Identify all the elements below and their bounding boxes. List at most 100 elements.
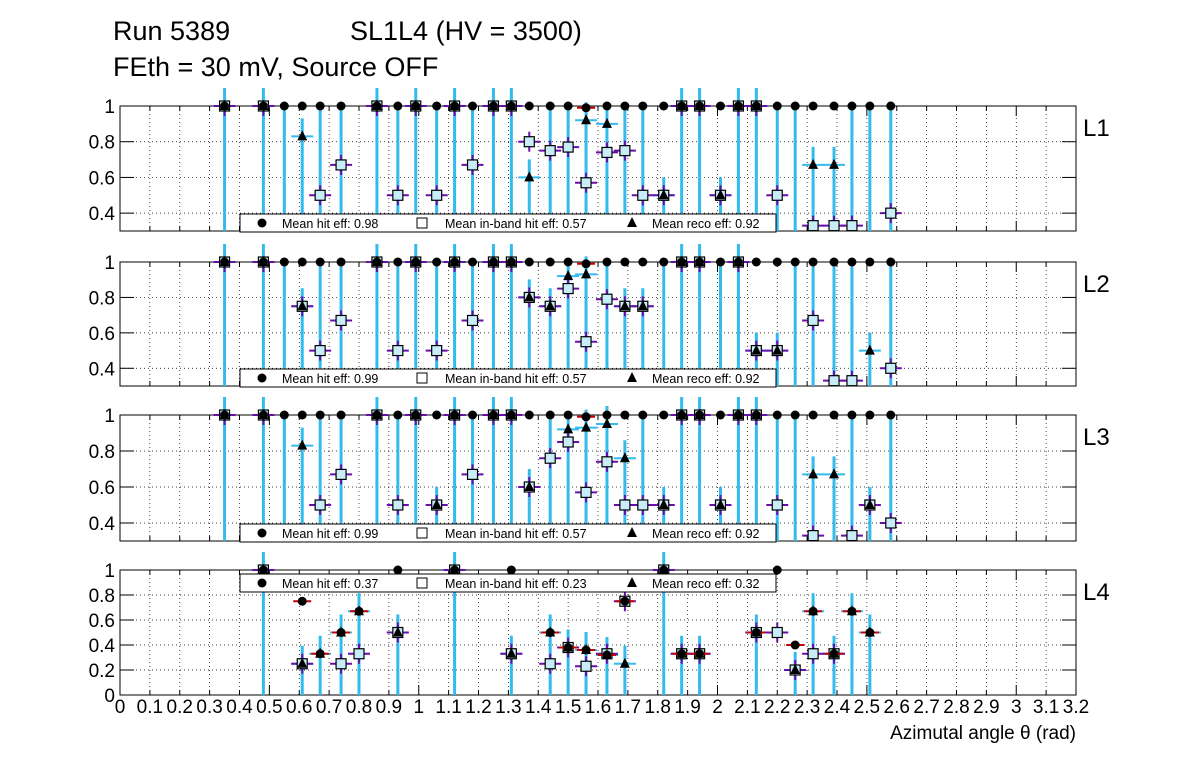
y-tick-label: 1 xyxy=(104,97,115,118)
legend-reco-symbol xyxy=(627,372,637,382)
reco-eff-marker xyxy=(694,409,705,419)
hit-eff-marker xyxy=(638,410,648,420)
hit-eff-marker xyxy=(829,101,839,111)
legend-inband-symbol xyxy=(416,217,428,229)
y-tick-label: 0.2 xyxy=(89,661,115,682)
reco-eff-marker xyxy=(315,647,326,658)
y-tick-label: 0.4 xyxy=(89,514,116,535)
reco-eff-marker xyxy=(336,626,347,637)
inband-eff-marker xyxy=(807,648,819,660)
x-tick-label: 0.9 xyxy=(376,697,402,718)
hit-eff-marker xyxy=(772,410,782,420)
reco-eff-marker xyxy=(808,158,819,169)
inband-eff-marker xyxy=(580,177,592,189)
y-tick-label: 0.6 xyxy=(89,478,115,499)
hit-eff-marker xyxy=(581,103,591,113)
reco-eff-marker xyxy=(506,256,517,266)
hit-eff-marker xyxy=(393,101,403,111)
legend-reco-text: Mean reco eff: 0.92 xyxy=(652,217,760,231)
hit-eff-marker xyxy=(829,257,839,267)
hit-eff-marker xyxy=(279,410,289,420)
inband-eff-marker xyxy=(637,189,649,201)
hit-eff-marker xyxy=(297,101,307,111)
inband-eff-marker xyxy=(562,282,574,295)
reco-eff-marker xyxy=(219,100,230,110)
panel-label-L1: L1 xyxy=(1083,115,1110,142)
reco-eff-marker xyxy=(864,344,875,355)
hit-eff-marker xyxy=(545,257,555,267)
hit-eff-marker xyxy=(393,410,403,420)
hit-eff-marker xyxy=(563,101,573,111)
x-tick-label: 1.2 xyxy=(465,697,491,718)
inband-eff-marker xyxy=(828,375,840,387)
y-tick-label: 0.4 xyxy=(89,636,116,657)
x-tick-label: 2.4 xyxy=(824,697,851,718)
hit-eff-marker xyxy=(620,596,630,606)
inband-eff-marker xyxy=(466,468,479,480)
inband-eff-marker xyxy=(544,452,556,464)
hit-eff-marker xyxy=(524,410,534,420)
panel-label-L3: L3 xyxy=(1083,424,1110,451)
panel-label-L2: L2 xyxy=(1083,271,1110,298)
reco-eff-marker xyxy=(676,100,687,110)
legend-reco-symbol xyxy=(627,577,637,587)
hit-eff-marker xyxy=(468,410,478,420)
inband-eff-marker xyxy=(807,220,819,232)
inband-eff-marker xyxy=(771,499,783,511)
legend-box xyxy=(239,573,777,593)
legend-hit-symbol xyxy=(257,218,267,228)
inband-eff-marker xyxy=(619,145,631,157)
reco-eff-marker xyxy=(601,117,612,128)
hit-eff-marker xyxy=(545,410,555,420)
inband-eff-marker xyxy=(846,529,858,542)
reco-eff-marker xyxy=(676,409,687,419)
reco-eff-marker xyxy=(410,256,421,266)
reco-eff-marker xyxy=(297,300,308,311)
y-tick-label: 0.8 xyxy=(89,442,115,463)
legend-reco-text: Mean reco eff: 0.92 xyxy=(652,527,760,541)
hit-eff-marker xyxy=(524,101,534,111)
hit-eff-marker xyxy=(581,412,591,422)
inband-eff-marker xyxy=(466,159,479,171)
inband-eff-marker xyxy=(619,499,631,511)
hit-eff-marker xyxy=(432,257,442,267)
inband-eff-marker xyxy=(431,189,443,201)
reco-eff-marker xyxy=(658,189,669,200)
hit-eff-marker xyxy=(847,257,857,267)
inband-eff-marker xyxy=(392,499,404,511)
reco-eff-marker xyxy=(829,468,840,479)
inband-eff-marker xyxy=(807,314,819,327)
y-tick-label: 0.6 xyxy=(89,324,115,345)
reco-eff-marker xyxy=(545,626,556,637)
hit-eff-marker xyxy=(620,410,630,420)
hit-eff-marker xyxy=(297,596,307,606)
reco-eff-marker xyxy=(431,499,442,509)
reco-eff-marker xyxy=(676,256,687,266)
reco-eff-marker xyxy=(676,647,687,658)
inband-eff-marker xyxy=(335,468,347,480)
inband-eff-marker xyxy=(392,344,404,357)
hit-eff-marker xyxy=(563,410,573,420)
hit-eff-marker xyxy=(602,101,612,111)
reco-eff-marker xyxy=(506,647,517,658)
hit-eff-marker xyxy=(808,257,818,267)
hit-eff-marker xyxy=(659,101,669,111)
reco-eff-marker xyxy=(772,344,783,355)
reco-eff-marker xyxy=(506,409,517,419)
inband-eff-marker xyxy=(846,375,858,387)
x-tick-label: 1.4 xyxy=(525,697,552,718)
legend-box xyxy=(239,368,777,388)
reco-eff-marker xyxy=(488,256,499,266)
x-tick-label: 1 xyxy=(413,697,424,718)
reco-eff-marker xyxy=(563,641,574,652)
reco-eff-marker xyxy=(751,100,762,110)
reco-eff-marker xyxy=(808,605,819,616)
reco-eff-marker xyxy=(371,256,382,266)
inband-eff-marker xyxy=(544,145,556,157)
hit-eff-marker xyxy=(524,257,534,267)
hit-eff-marker xyxy=(808,101,818,111)
x-tick-label: 0.1 xyxy=(137,697,163,718)
reco-eff-marker xyxy=(488,100,499,110)
hit-eff-marker xyxy=(620,101,630,111)
